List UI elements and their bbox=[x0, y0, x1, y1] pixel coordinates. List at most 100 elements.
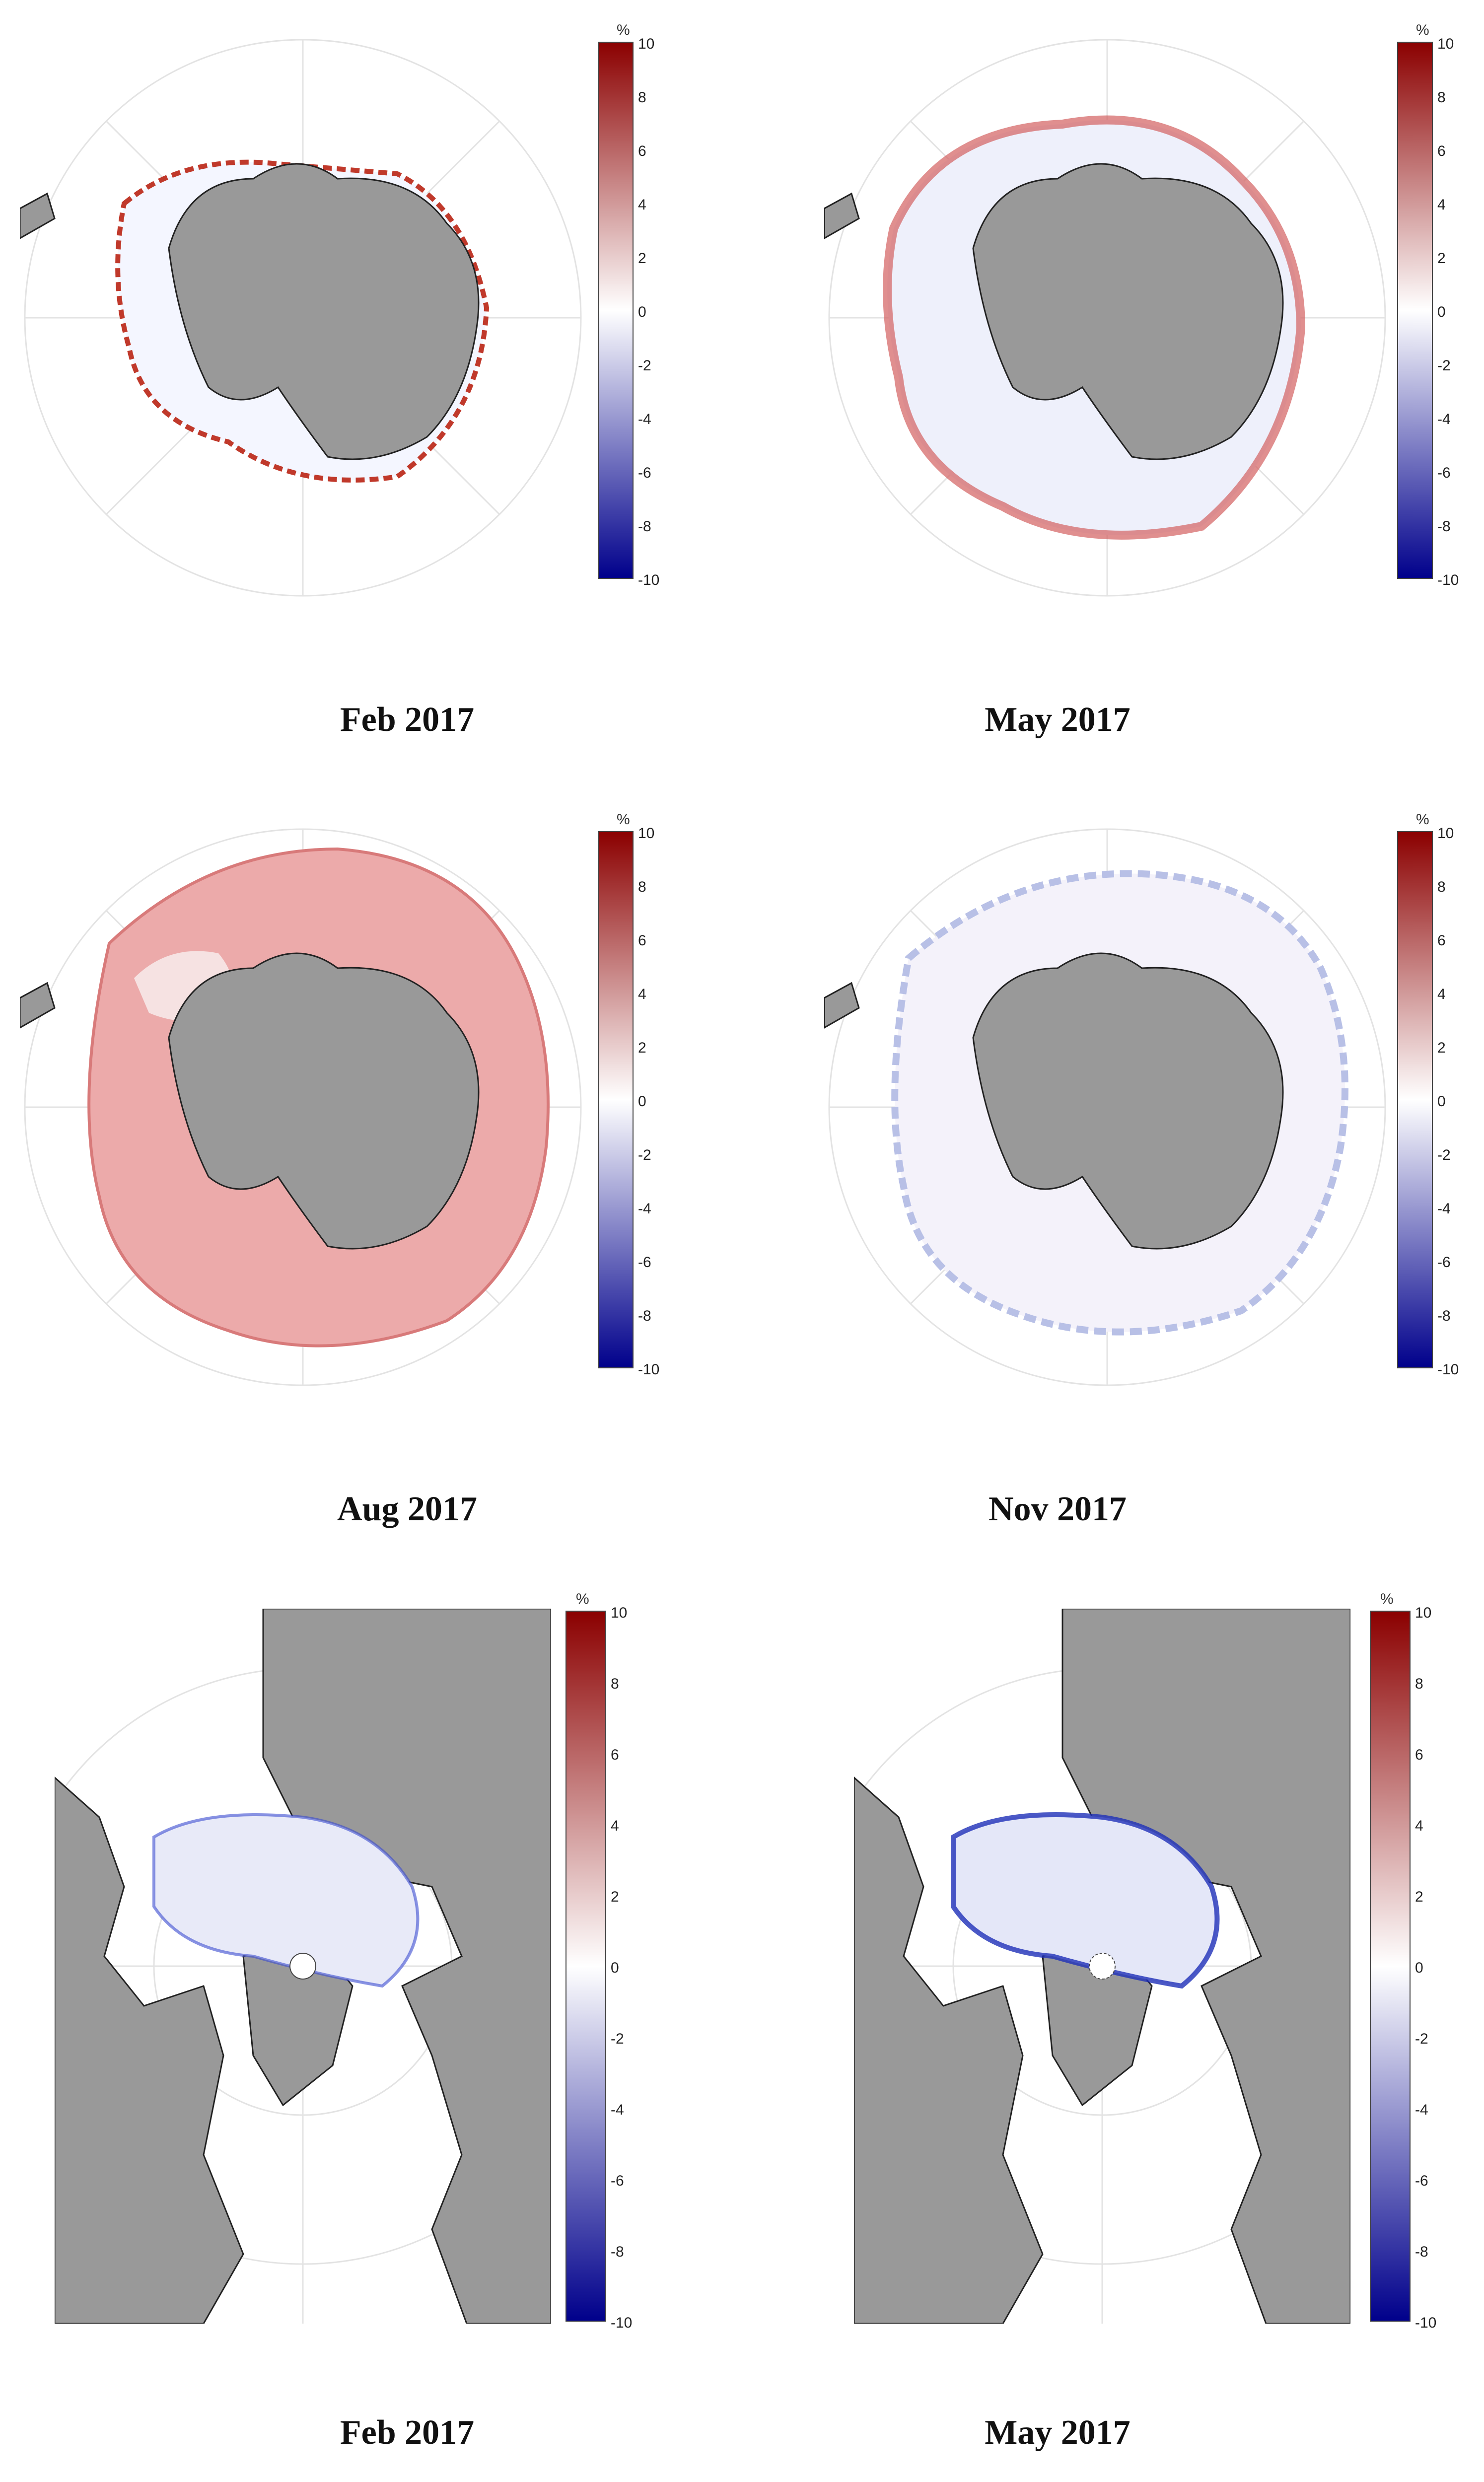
colorbar-unit: % bbox=[576, 1591, 589, 1607]
colorbar-tick: -8 bbox=[1437, 1308, 1451, 1324]
panel-antarctic-may bbox=[824, 30, 1484, 626]
sea-ice-zone bbox=[152, 1813, 420, 1988]
colorbar-antarctic-may: % 10 8 6 4 2 0 -2 -4 -6 -8 -10 bbox=[1395, 20, 1484, 596]
antarctic-map-nov bbox=[824, 828, 1386, 1386]
antarctica-landmass bbox=[168, 163, 480, 460]
colorbar-tick: 8 bbox=[638, 89, 646, 106]
colorbar-gradient bbox=[1370, 1611, 1411, 2322]
caption-arc-may: May 2017 bbox=[985, 2413, 1131, 2452]
colorbar-tick: 2 bbox=[638, 250, 646, 267]
colorbar-gradient bbox=[598, 831, 634, 1368]
colorbar-tick: -2 bbox=[1437, 1147, 1451, 1163]
colorbar-tick: 4 bbox=[1437, 986, 1446, 1002]
colorbar-arctic-may: % 10 8 6 4 2 0 -2 -4 -6 -8 -10 bbox=[1365, 1589, 1465, 2334]
colorbar-tick: -2 bbox=[611, 2031, 624, 2047]
south-america-tip bbox=[20, 192, 56, 239]
land-north-america bbox=[55, 1776, 244, 2324]
colorbar-unit: % bbox=[617, 22, 630, 38]
colorbar-tick: 4 bbox=[611, 1818, 619, 1834]
colorbar-tick: -4 bbox=[638, 1201, 651, 1217]
south-america-tip bbox=[20, 982, 56, 1029]
antarctic-map-feb bbox=[20, 39, 582, 597]
colorbar-antarctic-feb: % 10 8 6 4 2 0 -2 -4 -6 -8 -10 bbox=[596, 20, 695, 596]
colorbar-tick: 0 bbox=[1437, 304, 1446, 320]
colorbar-tick: -8 bbox=[1437, 518, 1451, 535]
panel-arctic-may bbox=[854, 1609, 1350, 2324]
colorbar-gradient bbox=[598, 42, 634, 579]
colorbar-tick: 0 bbox=[638, 304, 646, 320]
colorbar-tick: 4 bbox=[1415, 1818, 1423, 1834]
land-north-america bbox=[854, 1776, 1044, 2324]
caption-arc-feb: Feb 2017 bbox=[340, 2413, 475, 2452]
colorbar-gradient bbox=[1397, 831, 1433, 1368]
panel-antarctic-nov bbox=[824, 819, 1484, 1415]
panel-antarctic-aug bbox=[20, 819, 685, 1415]
colorbar-tick: 4 bbox=[638, 197, 646, 213]
antarctic-map-may bbox=[824, 39, 1386, 597]
south-america-tip bbox=[824, 192, 860, 239]
colorbar-unit: % bbox=[1380, 1591, 1394, 1607]
pole-hole bbox=[1089, 1953, 1116, 1980]
colorbar-arctic-feb: % 10 8 6 4 2 0 -2 -4 -6 -8 -10 bbox=[561, 1589, 660, 2334]
colorbar-tick: 2 bbox=[611, 1889, 619, 1905]
colorbar-tick: 0 bbox=[1437, 1093, 1446, 1110]
colorbar-tick: -4 bbox=[638, 411, 651, 427]
colorbar-tick: 10 bbox=[1437, 36, 1454, 52]
colorbar-antarctic-aug: % 10 8 6 4 2 0 -2 -4 -6 -8 -10 bbox=[596, 809, 695, 1385]
colorbar-tick: -4 bbox=[1415, 2102, 1428, 2118]
colorbar-tick: -4 bbox=[1437, 1201, 1451, 1217]
colorbar-tick: 8 bbox=[1437, 879, 1446, 895]
colorbar-tick: 0 bbox=[1415, 1960, 1423, 1976]
antarctica-landmass bbox=[972, 163, 1284, 460]
colorbar-tick: -4 bbox=[611, 2102, 624, 2118]
antarctic-map-aug bbox=[20, 828, 582, 1386]
colorbar-tick: -10 bbox=[638, 1361, 659, 1378]
colorbar-tick: 2 bbox=[1437, 1040, 1446, 1056]
colorbar-unit: % bbox=[1416, 22, 1429, 38]
colorbar-tick: 8 bbox=[638, 879, 646, 895]
colorbar-tick: -10 bbox=[1415, 2315, 1436, 2331]
colorbar-tick: -6 bbox=[638, 1254, 651, 1271]
colorbar-tick: -4 bbox=[1437, 411, 1451, 427]
colorbar-tick: -8 bbox=[638, 518, 651, 535]
colorbar-tick: -6 bbox=[611, 2173, 624, 2189]
colorbar-tick: -10 bbox=[611, 2315, 632, 2331]
colorbar-tick: 10 bbox=[611, 1605, 627, 1621]
colorbar-tick: -2 bbox=[638, 1147, 651, 1163]
colorbar-unit: % bbox=[617, 811, 630, 828]
caption-ant-aug: Aug 2017 bbox=[337, 1490, 477, 1528]
antarctica-landmass bbox=[168, 952, 480, 1250]
pole-hole bbox=[289, 1953, 316, 1980]
colorbar-tick: 2 bbox=[638, 1040, 646, 1056]
colorbar-tick: -2 bbox=[1437, 357, 1451, 374]
colorbar-tick: 6 bbox=[1437, 143, 1446, 159]
colorbar-tick: 4 bbox=[638, 986, 646, 1002]
sea-ice-zone bbox=[951, 1812, 1220, 1989]
colorbar-tick: 6 bbox=[1415, 1747, 1423, 1763]
caption-ant-nov: Nov 2017 bbox=[988, 1490, 1127, 1528]
colorbar-tick: -8 bbox=[638, 1308, 651, 1324]
colorbar-tick: 6 bbox=[638, 932, 646, 949]
colorbar-tick: -8 bbox=[611, 2244, 624, 2260]
colorbar-tick: -6 bbox=[1415, 2173, 1428, 2189]
colorbar-tick: -2 bbox=[1415, 2031, 1428, 2047]
colorbar-tick: 6 bbox=[638, 143, 646, 159]
colorbar-tick: -10 bbox=[1437, 1361, 1459, 1378]
colorbar-tick: 2 bbox=[1415, 1889, 1423, 1905]
caption-ant-feb: Feb 2017 bbox=[340, 701, 475, 739]
colorbar-tick: 8 bbox=[1437, 89, 1446, 106]
colorbar-unit: % bbox=[1416, 811, 1429, 828]
panel-arctic-feb bbox=[55, 1609, 551, 2324]
colorbar-gradient bbox=[1397, 42, 1433, 579]
colorbar-tick: 0 bbox=[611, 1960, 619, 1976]
colorbar-ticks: 10 8 6 4 2 0 -2 -4 -6 -8 -10 bbox=[638, 36, 659, 588]
colorbar-tick: -10 bbox=[1437, 572, 1459, 588]
colorbar-tick: 8 bbox=[1415, 1676, 1423, 1692]
colorbar-tick: 10 bbox=[638, 825, 654, 842]
colorbar-antarctic-nov: % 10 8 6 4 2 0 -2 -4 -6 -8 -10 bbox=[1395, 809, 1484, 1385]
colorbar-gradient bbox=[565, 1611, 606, 2322]
panel-antarctic-feb bbox=[20, 30, 685, 626]
colorbar-tick: 6 bbox=[1437, 932, 1446, 949]
caption-ant-may: May 2017 bbox=[985, 701, 1131, 739]
colorbar-tick: -6 bbox=[1437, 1254, 1451, 1271]
